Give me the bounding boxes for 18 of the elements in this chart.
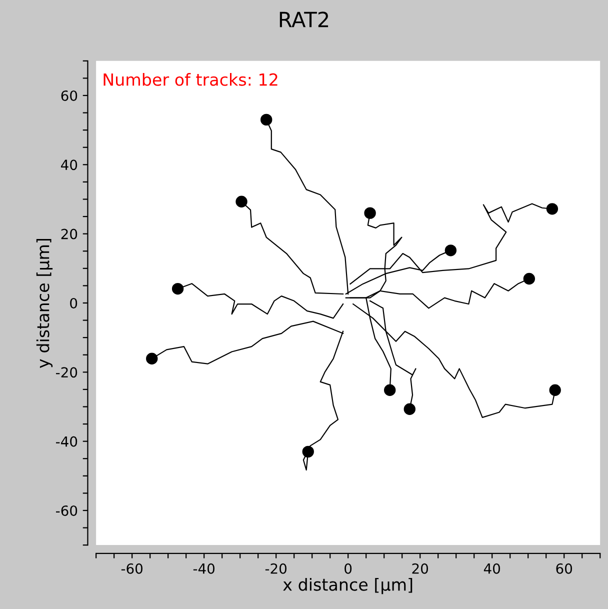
y-tick-label: 20	[61, 228, 78, 240]
y-tick-label: -60	[56, 505, 78, 516]
y-tick-label: 40	[61, 160, 78, 170]
y-tick-label: -20	[56, 367, 78, 378]
y-tick-label: 0	[70, 298, 78, 308]
x-tick-label: 20	[412, 563, 428, 574]
x-tick-label: -40	[193, 563, 214, 574]
x-tick-label: 60	[556, 563, 572, 574]
chart-title: RAT2	[280, 12, 328, 28]
x-tick-label: 40	[484, 563, 500, 574]
y-axis-title: y distance [µm]	[36, 238, 53, 368]
x-tick-label: 0	[344, 563, 352, 574]
annotation: Number of tracks: 12	[104, 73, 278, 86]
x-tick-label: -20	[265, 563, 286, 574]
x-tick-label: -60	[121, 563, 142, 574]
y-tick-label: 60	[61, 90, 78, 101]
y-tick-label: -40	[56, 436, 78, 447]
x-axis-title: x distance [µm]	[283, 578, 412, 594]
